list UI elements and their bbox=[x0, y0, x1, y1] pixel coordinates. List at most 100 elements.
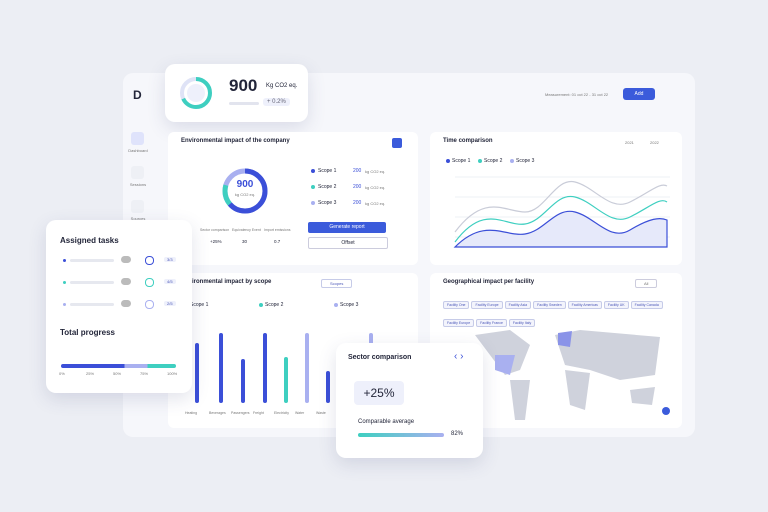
nav[interactable]: ‹ › bbox=[454, 351, 464, 362]
scope-value: 200 bbox=[353, 184, 362, 190]
measurement[interactable]: Measurement: 01 oct 22 - 31 oct 22 bbox=[545, 92, 609, 97]
dot bbox=[311, 185, 315, 189]
legend-label: Scope 2 bbox=[484, 158, 503, 164]
dot bbox=[63, 259, 66, 262]
category: Heating bbox=[185, 411, 198, 415]
logo: D bbox=[133, 88, 142, 102]
card-title: Sector comparison bbox=[348, 354, 412, 361]
category: Waste bbox=[316, 411, 326, 415]
scope-name: Scope 2 bbox=[318, 184, 337, 190]
nav-label[interactable]: Sessions bbox=[129, 182, 147, 187]
task-bar bbox=[70, 281, 114, 284]
progress-label: 50% bbox=[113, 371, 122, 376]
category: Passengers bbox=[231, 411, 250, 415]
status bbox=[145, 300, 154, 309]
dot bbox=[510, 159, 514, 163]
badge: 4/5 bbox=[164, 279, 176, 284]
map bbox=[475, 330, 670, 420]
badge: 3/3 bbox=[164, 257, 176, 262]
stat-label: Sector comparison bbox=[200, 228, 230, 232]
progress-label: 100% bbox=[167, 371, 178, 376]
legend-label: Scope 3 bbox=[340, 302, 359, 308]
percent: 82% bbox=[451, 431, 464, 437]
summary-change: + 0.2% bbox=[263, 98, 290, 106]
tasks-card: Assigned tasks 3/3 4/5 2/5 Total progress … bbox=[46, 220, 192, 393]
stat-value: 30 bbox=[242, 239, 248, 244]
stat-label: Import emissions bbox=[264, 228, 291, 232]
generate-button[interactable]: Generate report bbox=[308, 222, 386, 233]
dot bbox=[311, 169, 315, 173]
tag[interactable]: Facility Asia bbox=[504, 301, 532, 309]
bar bbox=[229, 102, 259, 105]
nav-icon[interactable] bbox=[131, 200, 144, 213]
tag[interactable]: Facility UK bbox=[603, 301, 629, 309]
status bbox=[145, 278, 154, 287]
avatars bbox=[121, 256, 131, 263]
tag[interactable]: Facility One bbox=[443, 301, 470, 309]
total: 900 bbox=[236, 179, 254, 190]
dot bbox=[446, 159, 450, 163]
task-bar bbox=[70, 303, 114, 306]
year: 2022 bbox=[650, 140, 659, 145]
avatars bbox=[121, 300, 131, 307]
company-donut bbox=[222, 168, 268, 214]
tag[interactable]: Facility Europe bbox=[443, 319, 475, 327]
scope-value: 200 bbox=[353, 168, 362, 174]
tag[interactable]: Facility Italy bbox=[508, 319, 536, 327]
progress-label: 0% bbox=[59, 371, 65, 376]
time-chart bbox=[453, 176, 670, 248]
dot bbox=[311, 201, 315, 205]
tag[interactable]: Facility Canada bbox=[630, 301, 663, 309]
scope-name: Scope 1 bbox=[318, 168, 337, 174]
card-title: Geographical impact per facility bbox=[443, 279, 535, 285]
time-card: Time comparison 2021 2022 Scope 1 Scope 2… bbox=[430, 132, 682, 265]
label: Comparable average bbox=[358, 419, 415, 425]
nav-label[interactable]: Dashboard bbox=[128, 148, 148, 153]
card-title: Assigned tasks bbox=[60, 236, 119, 245]
company-card: Environmental impact of the company 900 … bbox=[168, 132, 418, 265]
scope-value: 200 bbox=[353, 200, 362, 206]
card-title: Time comparison bbox=[443, 138, 493, 144]
offset-button[interactable]: Offset bbox=[308, 237, 388, 249]
card-title: Environmental impact by scope bbox=[181, 279, 272, 285]
add-button[interactable]: Add bbox=[623, 88, 655, 100]
scope-name: Scope 3 bbox=[318, 200, 337, 206]
summary-card: 900 Kg CO2 eq. + 0.2% bbox=[165, 64, 308, 122]
legend-label: Scope 3 bbox=[516, 158, 535, 164]
progress-label: 25% bbox=[86, 371, 95, 376]
status bbox=[145, 256, 154, 265]
stat-value: +25% bbox=[210, 239, 222, 244]
tag[interactable]: Facility Sweden bbox=[533, 301, 566, 309]
legend-label: Scope 2 bbox=[265, 302, 284, 308]
progress-bar bbox=[61, 364, 176, 368]
dot bbox=[334, 303, 338, 307]
nav-icon[interactable] bbox=[131, 132, 144, 145]
card-title: Environmental impact of the company bbox=[181, 138, 290, 144]
task-bar bbox=[70, 259, 114, 262]
tag[interactable]: Facility Europe bbox=[471, 301, 503, 309]
year: 2021 bbox=[625, 140, 634, 145]
tag[interactable]: Facility Americas bbox=[567, 301, 602, 309]
legend-label: Scope 1 bbox=[190, 302, 209, 308]
scope-unit: kg CO2 eq. bbox=[365, 185, 386, 190]
bar bbox=[358, 433, 444, 437]
summary-unit: Kg CO2 eq. bbox=[266, 83, 298, 89]
nav-label[interactable]: Sources bbox=[130, 216, 146, 221]
nav-icon[interactable] bbox=[131, 166, 144, 179]
summary-value: 900 bbox=[229, 76, 258, 95]
progress-title: Total progress bbox=[60, 328, 115, 337]
total-unit: kg CO2 eq. bbox=[234, 192, 256, 197]
filter[interactable]: Scopes bbox=[321, 279, 353, 288]
tag[interactable]: Facility France bbox=[476, 319, 507, 327]
category: Electricity bbox=[274, 411, 289, 415]
category: Freight bbox=[253, 411, 264, 415]
progress-label: 75% bbox=[140, 371, 149, 376]
sector-card: Sector comparison ‹ › +25% Comparable av… bbox=[336, 343, 483, 458]
stat-label: Equivalency Event bbox=[232, 228, 261, 232]
legend-label: Scope 1 bbox=[452, 158, 471, 164]
badge: 2/5 bbox=[164, 301, 176, 306]
scope-unit: kg CO2 eq. bbox=[365, 201, 386, 206]
download[interactable] bbox=[392, 138, 402, 148]
filter[interactable]: All bbox=[635, 279, 658, 288]
